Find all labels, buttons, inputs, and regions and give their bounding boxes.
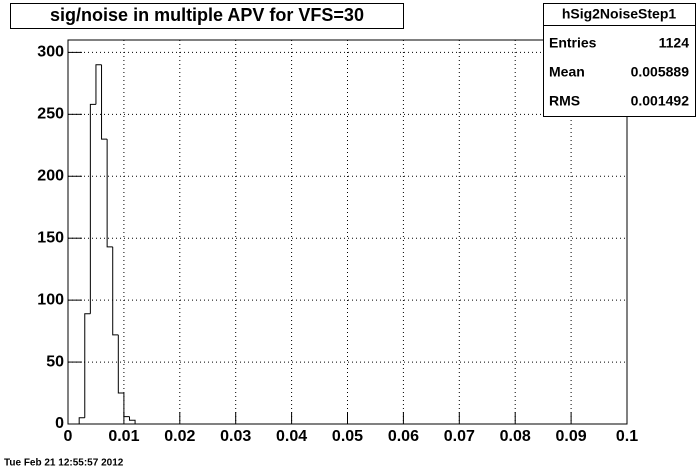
title-box [10, 3, 404, 29]
x-tick-label: 0.03 [220, 428, 251, 445]
y-tick-label: 250 [37, 106, 64, 123]
footer-date: Tue Feb 21 12:55:57 2012 [4, 458, 124, 469]
histogram-bin [101, 64, 108, 140]
histogram-bin [128, 416, 136, 424]
stats-title: hSig2NoiseStep1 [562, 6, 677, 22]
stats-value: 0.001492 [631, 93, 690, 109]
histogram-bin [78, 417, 85, 424]
y-tick-label: 100 [37, 291, 64, 308]
histogram-bin [117, 334, 124, 394]
x-tick-label: 0.1 [616, 428, 638, 445]
y-tick-label: 50 [46, 353, 64, 370]
y-tick-label: 300 [37, 44, 64, 61]
stats-value: 1124 [659, 35, 690, 51]
chart-title: sig/noise in multiple APV for VFS=30 [50, 5, 364, 25]
x-tick-label: 0.09 [556, 428, 587, 445]
x-tick-label: 0.02 [164, 428, 195, 445]
plot-border [67, 39, 628, 425]
x-tick-label: 0.08 [500, 428, 531, 445]
x-tick-label: 0.04 [276, 428, 307, 445]
stats-value: 0.005889 [631, 64, 690, 80]
histogram-bin [84, 313, 91, 418]
y-tick-label: 150 [37, 229, 64, 246]
x-tick-label: 0.07 [444, 428, 475, 445]
x-tick-label: 0 [64, 428, 73, 445]
histogram-bin [89, 103, 96, 314]
stats-label: Entries [549, 35, 597, 51]
histogram-bin [123, 393, 130, 418]
x-tick-label: 0.06 [388, 428, 419, 445]
x-tick-label: 0.01 [108, 428, 139, 445]
stats-label: Mean [549, 64, 585, 80]
histogram-bin [106, 139, 113, 248]
y-tick-label: 0 [55, 415, 64, 432]
y-tick-label: 200 [37, 167, 64, 184]
stats-box [543, 3, 696, 117]
stats-label: RMS [549, 93, 580, 109]
histogram-bin [95, 64, 102, 105]
x-tick-label: 0.05 [332, 428, 363, 445]
histogram-bin [112, 246, 119, 336]
